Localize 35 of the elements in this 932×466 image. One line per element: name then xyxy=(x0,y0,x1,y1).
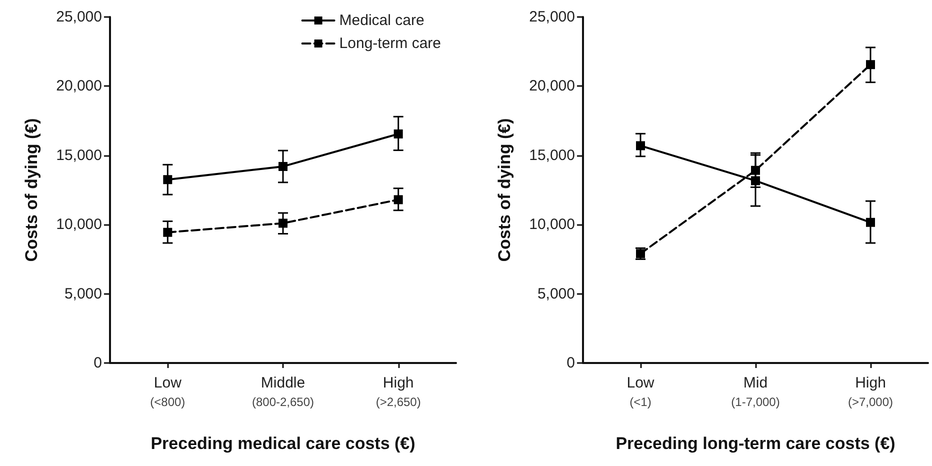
y-tick-label: 20,000 xyxy=(529,78,575,95)
point xyxy=(278,218,288,228)
y-tick-label: 20,000 xyxy=(56,78,102,95)
x-tick-label: Low (<800) xyxy=(150,374,186,409)
x-tick-label: High (>2,650) xyxy=(376,374,421,409)
point xyxy=(866,218,875,227)
point xyxy=(394,195,403,204)
point xyxy=(278,162,288,171)
x-tick-label: High (>7,000) xyxy=(848,374,894,409)
y-tick-label: 10,000 xyxy=(56,216,102,234)
x-axis-title: Preceding long-term care costs (€) xyxy=(616,434,896,453)
y-tick-label: 5,000 xyxy=(537,285,575,302)
point xyxy=(751,166,760,175)
point xyxy=(866,60,875,70)
legend-label: Long-term care xyxy=(339,35,442,52)
y-tick-label: 0 xyxy=(566,354,575,372)
y-tick-label: 15,000 xyxy=(56,146,102,164)
y-tick-label: 5,000 xyxy=(64,285,102,302)
point xyxy=(163,175,172,184)
point xyxy=(394,129,403,138)
x-tick-label: Middle (800-2,650) xyxy=(252,374,314,409)
y-tick-label: 0 xyxy=(94,354,102,372)
y-axis-title: Costs of dying (€) xyxy=(22,118,41,262)
point xyxy=(636,141,645,150)
y-axis-title: Costs of dying (€) xyxy=(495,118,514,262)
x-tick-label: Mid (1-7,000) xyxy=(731,374,780,409)
point xyxy=(751,176,760,186)
legend-label: Medical care xyxy=(339,12,424,29)
y-tick-label: 25,000 xyxy=(56,8,102,26)
point xyxy=(163,228,172,237)
x-tick-label: Low (<1) xyxy=(626,374,654,409)
y-tick-label: 15,000 xyxy=(529,146,575,164)
y-tick-label: 10,000 xyxy=(529,216,575,234)
y-tick-label: 25,000 xyxy=(529,8,575,26)
x-axis-title: Preceding medical care costs (€) xyxy=(150,434,416,453)
